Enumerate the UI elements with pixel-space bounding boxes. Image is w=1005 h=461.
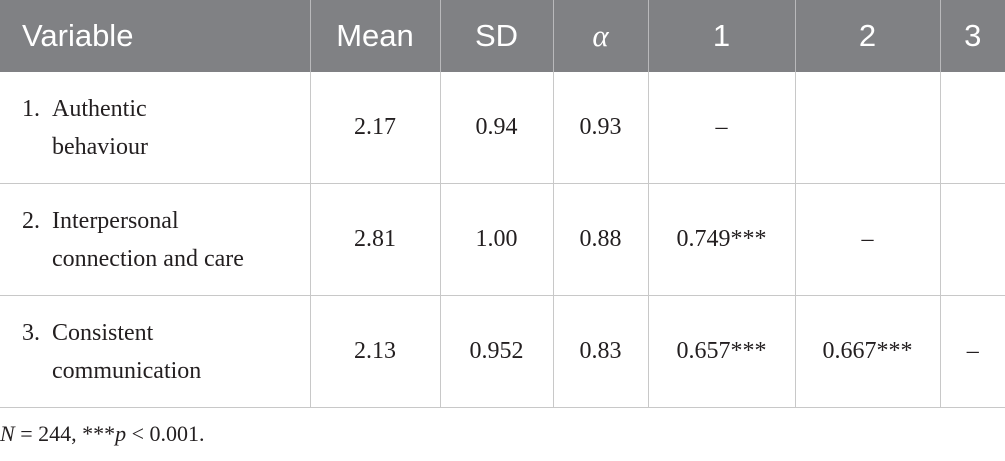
variable-name: Consistent communication — [52, 314, 201, 390]
value-cell — [939, 183, 1005, 296]
variable: 1. Authentic behaviour — [0, 90, 310, 166]
value-cell: 0.952 — [439, 295, 553, 408]
variable-cell: 3. Consistent communication — [0, 295, 310, 408]
value-cell: 0.749*** — [647, 183, 795, 296]
table-row: 3. Consistent communication 2.13 0.952 0.83 0.… — [0, 295, 1005, 408]
variable-cell: 1. Authentic behaviour — [0, 72, 310, 184]
header-cell: Variable — [0, 0, 310, 72]
value-cell: – — [939, 295, 1005, 408]
value-cell — [939, 72, 1005, 184]
variable-number: 1. — [22, 95, 40, 122]
variable-line: behaviour — [52, 133, 148, 160]
variable-name: Authentic behaviour — [52, 90, 148, 166]
data-table: Variable Mean SD α 1 2 3 1. Authentic behaviour 2… — [0, 0, 1005, 408]
table-body: 1. Authentic behaviour 2.17 0.94 0.93–2. Inter… — [0, 72, 1005, 408]
value-cell: 0.88 — [552, 183, 648, 296]
variable-number: 2. — [22, 207, 40, 234]
value-cell: 2.17 — [309, 72, 440, 184]
variable-number: 3. — [22, 319, 40, 346]
header-cell: α — [552, 0, 648, 72]
variable: 3. Consistent communication — [0, 314, 310, 390]
value-cell: 0.93 — [552, 72, 648, 184]
value-cell: 0.667*** — [794, 295, 940, 408]
variable-line: Interpersonal — [52, 207, 179, 234]
header-row: Variable Mean SD α 1 2 3 — [0, 0, 1005, 72]
header-cell: 3 — [939, 0, 1005, 72]
value-cell: – — [647, 72, 795, 184]
header-cell: SD — [439, 0, 553, 72]
variable: 2. Interpersonal connection and care — [0, 202, 310, 278]
footnote-part: N — [0, 421, 15, 446]
footnote: N = 244, ***p < 0.001. — [0, 421, 205, 447]
value-cell: 0.94 — [439, 72, 553, 184]
variable-line: Consistent — [52, 319, 154, 346]
value-cell: 0.657*** — [647, 295, 795, 408]
variable-line: connection and care — [52, 245, 244, 272]
footnote-part: = 244, *** — [14, 421, 116, 446]
value-cell: 0.83 — [552, 295, 648, 408]
header-cell: Mean — [309, 0, 440, 72]
value-cell — [794, 72, 940, 184]
footnote-part: p — [115, 421, 127, 446]
variable-line: communication — [52, 357, 202, 384]
variable-name: Interpersonal connection and care — [52, 202, 244, 278]
value-cell: 2.13 — [309, 295, 440, 408]
value-cell: 1.00 — [439, 183, 553, 296]
variable-line: Authentic — [52, 95, 147, 122]
footnote-part: < 0.001. — [126, 421, 205, 446]
variable-cell: 2. Interpersonal connection and care — [0, 183, 310, 296]
value-cell: – — [794, 183, 940, 296]
header-cell: 1 — [647, 0, 795, 72]
table-row: 1. Authentic behaviour 2.17 0.94 0.93– — [0, 72, 1005, 184]
table-row: 2. Interpersonal connection and care 2.81 1.… — [0, 183, 1005, 296]
value-cell: 2.81 — [309, 183, 440, 296]
header-cell: 2 — [794, 0, 940, 72]
